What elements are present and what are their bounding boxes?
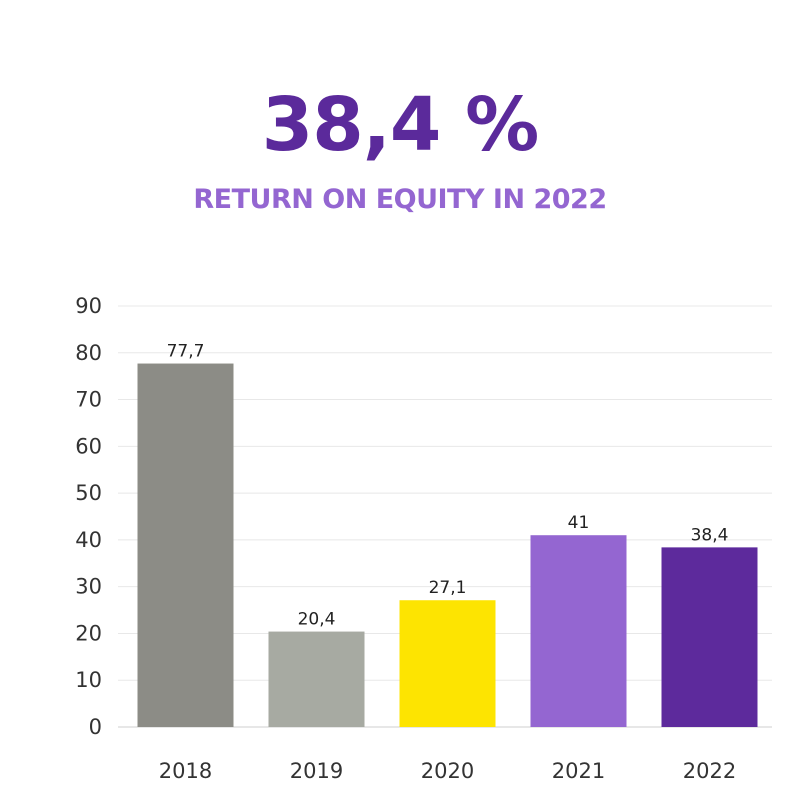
x-tick-label-2019: 2019: [290, 759, 343, 783]
y-tick-label: 90: [75, 294, 102, 318]
x-tick-label-2020: 2020: [421, 759, 474, 783]
bar-2020: [399, 600, 496, 727]
y-tick-label: 0: [89, 715, 102, 739]
y-tick-label: 80: [75, 341, 102, 365]
y-tick-label: 10: [75, 668, 102, 692]
y-axis-ticks: 0 10 20 30 40 50 60 70 80 90: [75, 294, 102, 739]
headline-caption: RETURN ON EQUITY IN 2022: [193, 184, 607, 215]
bars: [137, 363, 758, 727]
x-tick-label-2022: 2022: [683, 759, 736, 783]
bar-2018: [137, 363, 234, 727]
bar-2021: [530, 535, 627, 727]
x-axis-ticks: 2018 2019 2020 2021 2022: [159, 759, 736, 783]
value-label-2022: 38,4: [691, 525, 729, 545]
value-label-2019: 20,4: [298, 610, 336, 630]
value-label-2018: 77,7: [167, 342, 205, 362]
y-tick-label: 30: [75, 575, 102, 599]
x-tick-label-2021: 2021: [552, 759, 605, 783]
x-tick-label-2018: 2018: [159, 759, 212, 783]
y-tick-label: 60: [75, 434, 102, 458]
y-tick-label: 20: [75, 621, 102, 645]
value-label-2020: 27,1: [429, 578, 467, 598]
bar-2019: [268, 631, 365, 727]
y-tick-label: 40: [75, 528, 102, 552]
y-tick-label: 70: [75, 388, 102, 412]
value-labels: 77,7 20,4 27,1 41 38,4: [167, 342, 729, 630]
value-label-2021: 41: [568, 513, 590, 533]
headline-value: 38,4 %: [261, 82, 540, 168]
bar-2022: [661, 547, 758, 727]
y-tick-label: 50: [75, 481, 102, 505]
